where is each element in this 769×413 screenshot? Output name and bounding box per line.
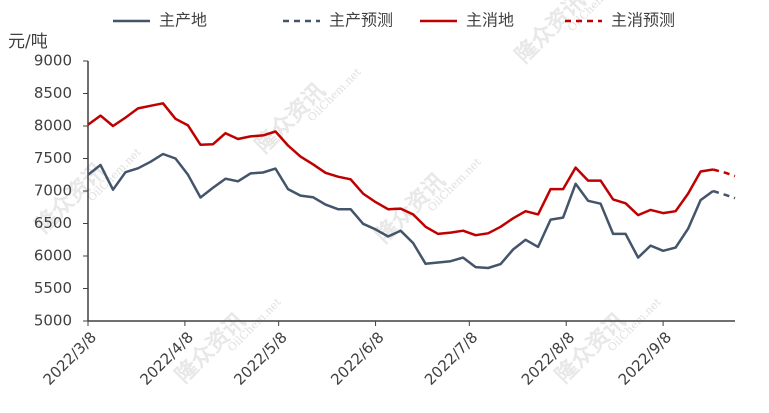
series-line <box>712 189 736 200</box>
y-axis-label: 元/吨 <box>8 32 48 52</box>
series-line <box>87 152 714 270</box>
y-tick-label: 7500 <box>34 149 72 167</box>
y-tick-label: 6000 <box>34 247 72 265</box>
legend-label: 主产地 <box>159 11 207 30</box>
y-tick-label: 6500 <box>34 214 72 232</box>
series-line <box>87 102 714 237</box>
x-tick-label: 2022/7/8 <box>421 328 481 388</box>
y-tick-label: 7000 <box>34 182 72 200</box>
y-tick-label: 5000 <box>34 312 72 330</box>
legend-label: 主产预测 <box>329 11 393 30</box>
y-tick-label: 9000 <box>34 52 72 70</box>
legend-label: 主消预测 <box>611 11 675 30</box>
legend-label: 主消地 <box>466 11 514 30</box>
x-tick-label: 2022/3/8 <box>40 328 100 388</box>
y-tick-label: 8500 <box>34 84 72 102</box>
series-line <box>712 168 736 178</box>
y-tick-label: 5500 <box>34 279 72 297</box>
y-tick-label: 8000 <box>34 117 72 135</box>
x-tick-label: 2022/6/8 <box>327 328 387 388</box>
